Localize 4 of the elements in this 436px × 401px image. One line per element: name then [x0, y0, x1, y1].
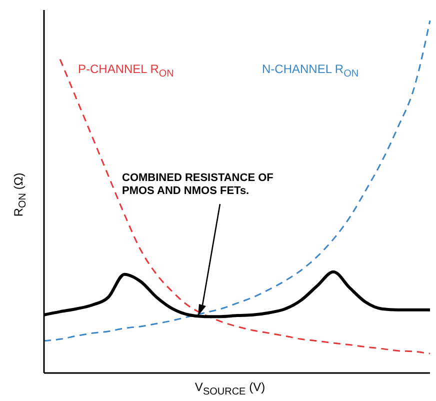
x-axis-title: V$_{SOURCE}$ (V): [194, 380, 266, 398]
annotation: COMBINED RESISTANCE OF PMOS AND NMOS FETs.: [122, 172, 274, 198]
series-label: P-CHANNEL R$_{ON}$: [78, 62, 174, 80]
text: N-CHANNEL R$_{ON}$: [262, 62, 359, 80]
